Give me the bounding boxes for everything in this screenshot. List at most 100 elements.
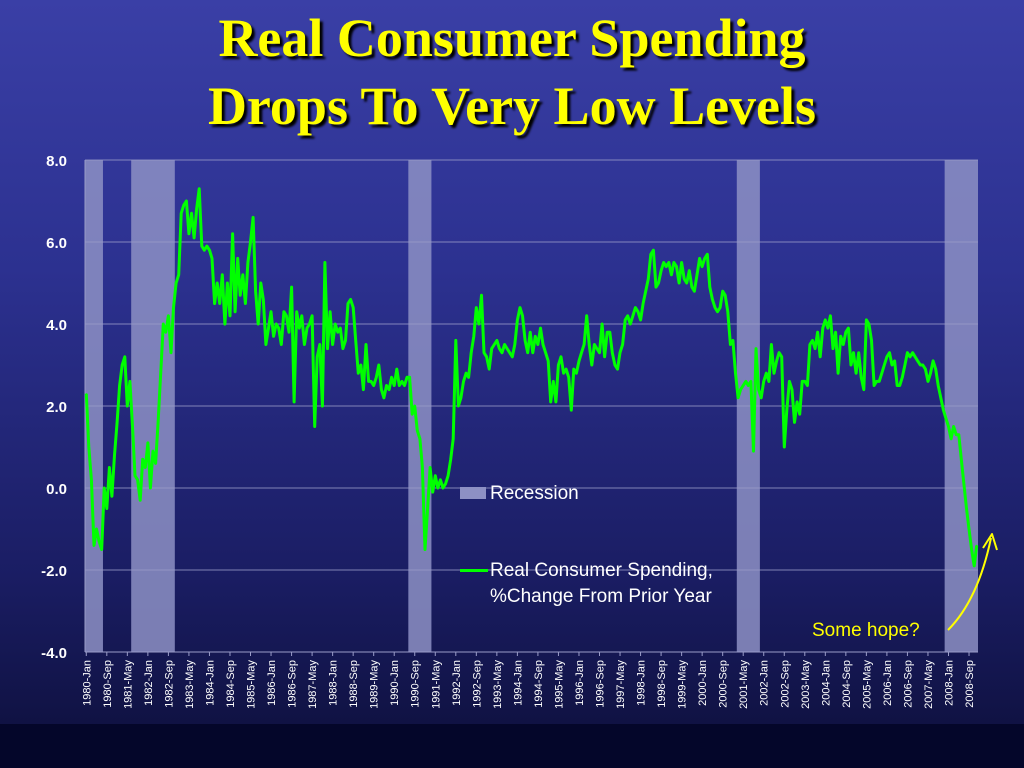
data-point	[919, 364, 921, 366]
data-point	[801, 380, 803, 382]
data-point	[93, 544, 95, 547]
data-point	[914, 356, 916, 358]
data-point	[855, 372, 857, 374]
x-tick-label: 1997-May	[615, 660, 627, 709]
data-point	[976, 544, 978, 547]
data-point	[462, 380, 465, 382]
data-point	[832, 348, 834, 350]
data-point	[947, 425, 950, 428]
data-point	[321, 405, 323, 407]
data-point	[519, 307, 521, 309]
y-tick-label: 0.0	[46, 481, 67, 498]
data-point	[924, 368, 926, 370]
data-point	[588, 343, 590, 346]
data-point	[383, 397, 385, 399]
data-point	[937, 384, 939, 387]
data-point	[627, 315, 629, 317]
data-point	[221, 274, 223, 276]
data-point	[478, 323, 480, 325]
legend-recession-label: Recession	[490, 483, 579, 504]
data-point	[593, 343, 595, 346]
data-point	[552, 380, 554, 382]
data-point	[365, 343, 367, 346]
data-point	[870, 339, 873, 341]
x-tick-label: 1993-May	[492, 660, 504, 709]
data-point	[660, 270, 662, 272]
data-point	[873, 384, 875, 387]
data-point	[545, 352, 547, 354]
data-point	[144, 466, 146, 469]
x-tick-label: 2000-Sep	[718, 660, 730, 708]
data-point	[301, 315, 303, 317]
data-point	[190, 212, 193, 214]
data-point	[765, 372, 767, 374]
data-point	[306, 327, 308, 329]
data-point	[375, 376, 377, 378]
data-point	[675, 266, 678, 268]
x-tick-label: 1985-May	[246, 660, 258, 709]
data-point	[303, 343, 306, 346]
footer-band	[0, 724, 1024, 768]
data-point	[968, 528, 970, 530]
data-point	[575, 372, 578, 374]
x-tick-label: 2004-Sep	[841, 660, 853, 708]
data-point	[693, 290, 696, 292]
data-point	[426, 507, 429, 510]
data-point	[493, 343, 495, 346]
data-point	[483, 352, 485, 354]
data-point	[842, 343, 844, 346]
data-point	[817, 331, 819, 333]
data-point	[388, 389, 390, 391]
data-point	[208, 249, 211, 251]
x-tick-label: 1986-Jan	[266, 660, 278, 706]
data-point	[652, 249, 654, 251]
data-point	[778, 352, 780, 354]
data-point	[360, 364, 362, 366]
x-tick-label: 1994-Jan	[512, 660, 524, 706]
data-point	[555, 401, 557, 403]
data-point	[103, 487, 105, 489]
slide-title: Real Consumer Spending Drops To Very Low…	[0, 4, 1024, 140]
data-point	[878, 380, 880, 382]
data-point	[280, 343, 282, 346]
data-point	[906, 352, 909, 354]
x-tick-label: 1981-May	[122, 660, 134, 709]
data-point	[457, 405, 459, 407]
data-point	[355, 339, 357, 341]
data-point	[239, 294, 241, 296]
data-point	[970, 548, 973, 551]
data-point	[278, 327, 280, 329]
data-point	[198, 188, 200, 190]
data-point	[940, 397, 942, 399]
data-point	[945, 417, 947, 419]
data-point	[255, 290, 257, 292]
data-point	[863, 389, 865, 391]
data-point	[950, 438, 952, 440]
data-point	[142, 458, 144, 460]
data-point	[162, 323, 164, 325]
data-point	[775, 360, 778, 362]
x-tick-label: 1990-Jan	[389, 660, 401, 706]
data-point	[496, 339, 498, 341]
data-point	[562, 372, 565, 374]
data-point	[527, 352, 529, 354]
data-point	[213, 302, 216, 305]
data-point	[542, 343, 544, 346]
data-point	[560, 356, 562, 358]
data-point	[193, 237, 195, 239]
data-point	[955, 434, 957, 436]
data-point	[596, 348, 598, 350]
data-point	[619, 352, 621, 354]
data-point	[201, 245, 203, 247]
data-point	[806, 384, 808, 387]
data-point	[645, 290, 647, 292]
x-tick-label: 1999-May	[677, 660, 689, 709]
data-point	[750, 380, 752, 382]
data-point	[834, 331, 837, 333]
data-point	[727, 311, 729, 313]
data-point	[701, 266, 703, 268]
x-tick-label: 2002-Sep	[779, 660, 791, 708]
data-point	[147, 442, 149, 444]
data-point	[98, 540, 100, 542]
data-point	[149, 487, 152, 489]
